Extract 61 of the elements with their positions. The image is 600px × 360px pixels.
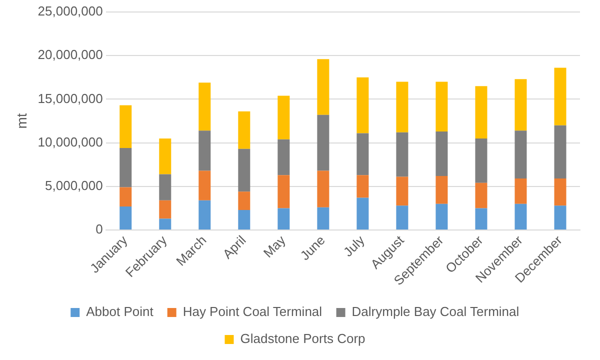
bar	[120, 105, 132, 148]
legend-label: Gladstone Ports Corp	[240, 331, 366, 346]
bar	[396, 132, 408, 177]
bar	[554, 68, 566, 126]
y-tick-label: 25,000,000	[38, 4, 103, 19]
bar	[554, 206, 566, 230]
bar	[238, 148, 250, 192]
bar	[514, 79, 527, 131]
bar	[356, 198, 369, 230]
y-tick-label: 20,000,000	[38, 47, 103, 62]
bar	[356, 175, 369, 198]
bar	[356, 133, 369, 176]
y-tick-label: 5,000,000	[45, 178, 103, 193]
bar	[198, 170, 211, 200]
bar	[238, 192, 250, 210]
bar	[278, 208, 290, 230]
legend-label: Hay Point Coal Terminal	[182, 304, 322, 320]
y-tick-label: 15,000,000	[38, 90, 103, 106]
bar	[436, 131, 448, 176]
x-tick-label: May	[260, 232, 289, 261]
bar	[198, 82, 211, 131]
bar	[475, 86, 488, 138]
bar	[120, 187, 132, 206]
bar	[356, 77, 369, 134]
y-tick-label: 0	[96, 222, 103, 237]
bar	[317, 170, 330, 208]
legend-label: Dalrymple Bay Coal Terminal	[352, 304, 520, 320]
x-tick-label: July	[340, 232, 368, 260]
bar	[278, 175, 290, 208]
bar	[317, 59, 330, 115]
bar	[514, 204, 527, 230]
y-axis-title: mt	[13, 113, 30, 129]
bar	[475, 208, 488, 230]
legend-label: Abbot Point	[86, 304, 154, 320]
bar	[238, 111, 250, 149]
bar	[120, 206, 132, 230]
bar	[198, 200, 211, 230]
bar	[475, 138, 488, 183]
bar	[396, 82, 408, 132]
bar	[238, 210, 250, 230]
bar	[120, 148, 132, 188]
bar	[159, 200, 172, 219]
bar	[396, 206, 408, 230]
bar	[317, 114, 330, 171]
bar	[317, 207, 330, 230]
bar	[436, 82, 448, 132]
bar	[514, 178, 527, 204]
bar	[436, 204, 448, 230]
bar	[396, 176, 408, 206]
bar	[514, 130, 527, 179]
bar	[554, 125, 566, 179]
y-tick-label: 10,000,000	[38, 134, 103, 150]
bar	[198, 130, 211, 171]
bar	[554, 178, 566, 206]
bar	[475, 182, 488, 208]
bar	[159, 218, 172, 230]
bar	[159, 174, 172, 200]
bar	[436, 176, 448, 204]
bar	[278, 96, 290, 140]
bar	[159, 138, 172, 174]
bar	[278, 139, 290, 176]
